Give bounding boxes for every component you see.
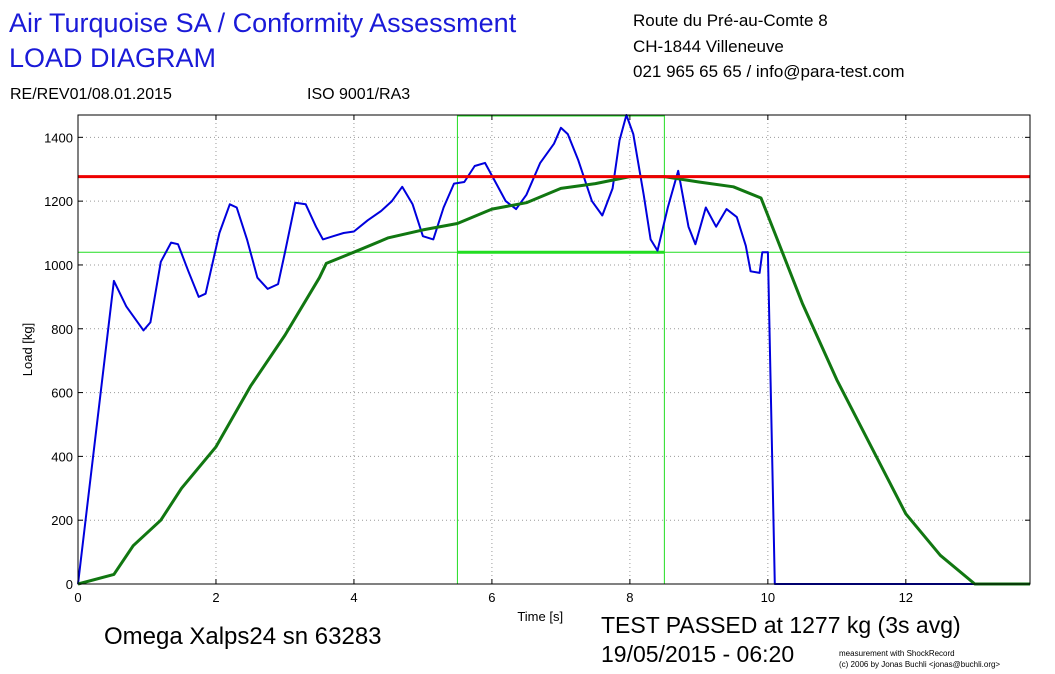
series-raw-line [77, 114, 1030, 585]
header-title: Air Turquoise SA / Conformity Assessment [9, 8, 517, 38]
y-tick-label: 200 [51, 513, 73, 528]
chart-series [77, 114, 1030, 586]
address-city: CH-1844 Villeneuve [633, 37, 784, 56]
y-tick-label: 0 [66, 577, 73, 592]
y-tick-label: 400 [51, 449, 73, 464]
y-tick-label: 1400 [44, 130, 73, 145]
address-contact: 021 965 65 65 / info@para-test.com [633, 62, 905, 81]
test-result: TEST PASSED at 1277 kg (3s avg) [601, 612, 961, 638]
chart-grid [77, 115, 1030, 585]
credit-line-2: (c) 2006 by Jonas Buchli <jonas@buchli.o… [839, 660, 1001, 669]
y-ticks: 0 200 400 600 800 1000 1200 1400 [44, 130, 1030, 592]
header-subtitle: LOAD DIAGRAM [9, 43, 217, 73]
x-tick-label: 4 [350, 590, 357, 605]
iso-label: ISO 9001/RA3 [307, 86, 411, 103]
credit-line-1: measurement with ShockRecord [839, 649, 955, 658]
x-tick-label: 6 [488, 590, 495, 605]
glider-model: Omega Xalps24 sn 63283 [104, 623, 382, 650]
x-tick-label: 12 [899, 590, 913, 605]
x-axis-label: Time [s] [517, 609, 563, 624]
y-tick-label: 1200 [44, 194, 73, 209]
x-tick-label: 8 [626, 590, 633, 605]
test-window [78, 115, 1030, 584]
y-tick-label: 1000 [44, 258, 73, 273]
x-ticks: 0 2 4 6 8 10 12 [74, 115, 913, 605]
y-tick-label: 800 [51, 322, 73, 337]
plot-frame [77, 114, 1031, 585]
y-axis-label: Load [kg] [20, 323, 35, 377]
x-tick-label: 0 [74, 590, 81, 605]
x-tick-label: 10 [761, 590, 775, 605]
x-tick-label: 2 [212, 590, 219, 605]
series-average-line [77, 175, 1030, 586]
revision-label: RE/REV01/08.01.2015 [10, 86, 172, 103]
address-street: Route du Pré-au-Comte 8 [633, 11, 828, 30]
test-datetime: 19/05/2015 - 06:20 [601, 641, 795, 667]
y-tick-label: 600 [51, 386, 73, 401]
